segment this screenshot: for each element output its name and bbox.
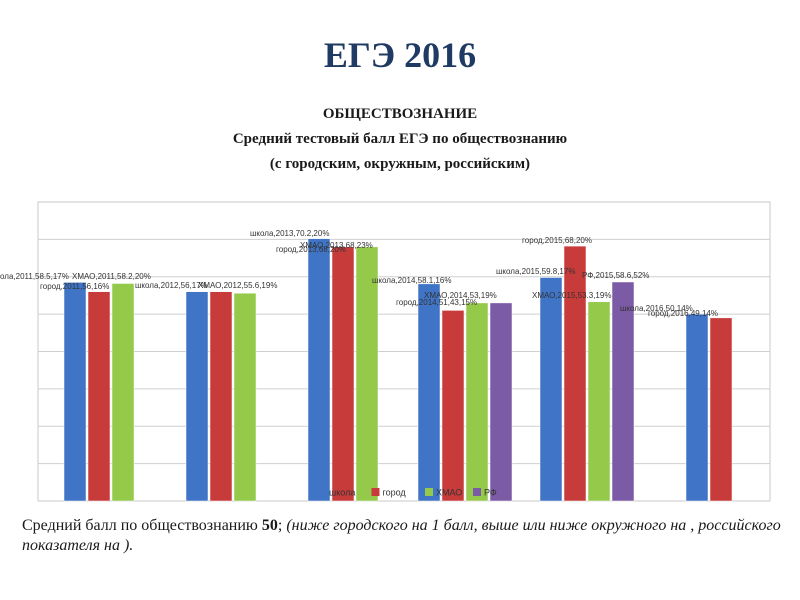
bar-школа-2013: [307, 238, 331, 502]
bar-школа-2015: [539, 277, 563, 502]
data-label: город,2016,49,14%: [648, 309, 718, 318]
caption: Средний балл по обществознанию 50; (ниже…: [22, 516, 782, 556]
bar-ХМАО-2015: [587, 301, 611, 502]
bar-ХМАО-2013: [355, 246, 379, 502]
data-label: школа,2012,56,17%: [135, 281, 208, 290]
caption-note: (ниже городского на 1 балл, выше или ниж…: [22, 517, 781, 554]
bar-РФ-2015: [611, 281, 635, 502]
legend-swatch-ХМАО: [425, 488, 433, 496]
subject-heading: ОБЩЕСТВОЗНАНИЕ: [322, 106, 478, 122]
bar-школа-2016: [685, 313, 709, 502]
data-label: ХМАО,2012,55.6,19%: [198, 281, 277, 290]
bar-город-2013: [331, 246, 355, 502]
legend-swatch-РФ: [473, 488, 481, 496]
bar-город-2012: [209, 291, 233, 502]
data-label: ХМАО,2011,58.2,20%: [72, 272, 151, 281]
legend-label-ХМАО: ХМАО: [436, 488, 462, 498]
chart-subtitle-note: (с городским, окружным, российским): [269, 156, 531, 172]
data-label: школа,2016,50,14%: [620, 304, 693, 313]
data-label: школа,2015,59.8,17%: [496, 267, 575, 276]
data-label: город,2011,56,16%: [40, 282, 109, 291]
data-label: ХМАО,2013,68,23%: [300, 241, 373, 250]
bar-город-2016: [709, 317, 733, 502]
data-label: ола,2011,58.5,17%: [0, 272, 69, 281]
data-label: город,2015,68,20%: [522, 236, 592, 245]
data-label: школа,2013,70.2,20%: [250, 229, 329, 238]
data-label: город,2014,51,43,15%: [396, 298, 477, 307]
chart-subtitle: Средний тестовый балл ЕГЭ по обществозна…: [232, 131, 568, 147]
bar-школа-2012: [185, 291, 209, 502]
legend-swatch-школа: [318, 488, 326, 496]
bar-ХМАО-2014: [465, 302, 489, 502]
bar-школа-2011: [63, 282, 87, 502]
caption-text: Средний балл по обществознанию: [22, 517, 262, 534]
legend-swatch-город: [371, 488, 380, 496]
legend-label-город: город: [383, 488, 407, 498]
bar-город-2015: [563, 245, 587, 502]
data-label: ХМАО,2014,53,19%: [424, 291, 497, 300]
bar-chart: ола,2011,58.5,17% ХМАО,2011,58.2,20%город…: [0, 201, 771, 502]
data-label: школа,2014,58.1,16%: [372, 276, 451, 285]
caption-separator: ;: [277, 517, 287, 534]
bar-школа-2014: [417, 283, 441, 502]
legend-label-школа: школа: [329, 488, 355, 498]
data-label: РФ,2015,58.6,52%: [582, 271, 649, 280]
bar-РФ-2014: [489, 302, 513, 502]
bar-ХМАО-2012: [233, 292, 257, 502]
data-label: город,2013,68,20%: [276, 245, 346, 254]
legend-label-РФ: РФ: [484, 488, 497, 498]
slide-title: ЕГЭ 2016: [323, 35, 477, 75]
data-label: ХМАО,2015,53.3,19%: [532, 291, 611, 300]
bar-ХМАО-2011: [111, 283, 135, 502]
caption-score: 50: [261, 517, 278, 534]
bar-город-2011: [87, 291, 111, 502]
bar-город-2014: [441, 310, 465, 502]
